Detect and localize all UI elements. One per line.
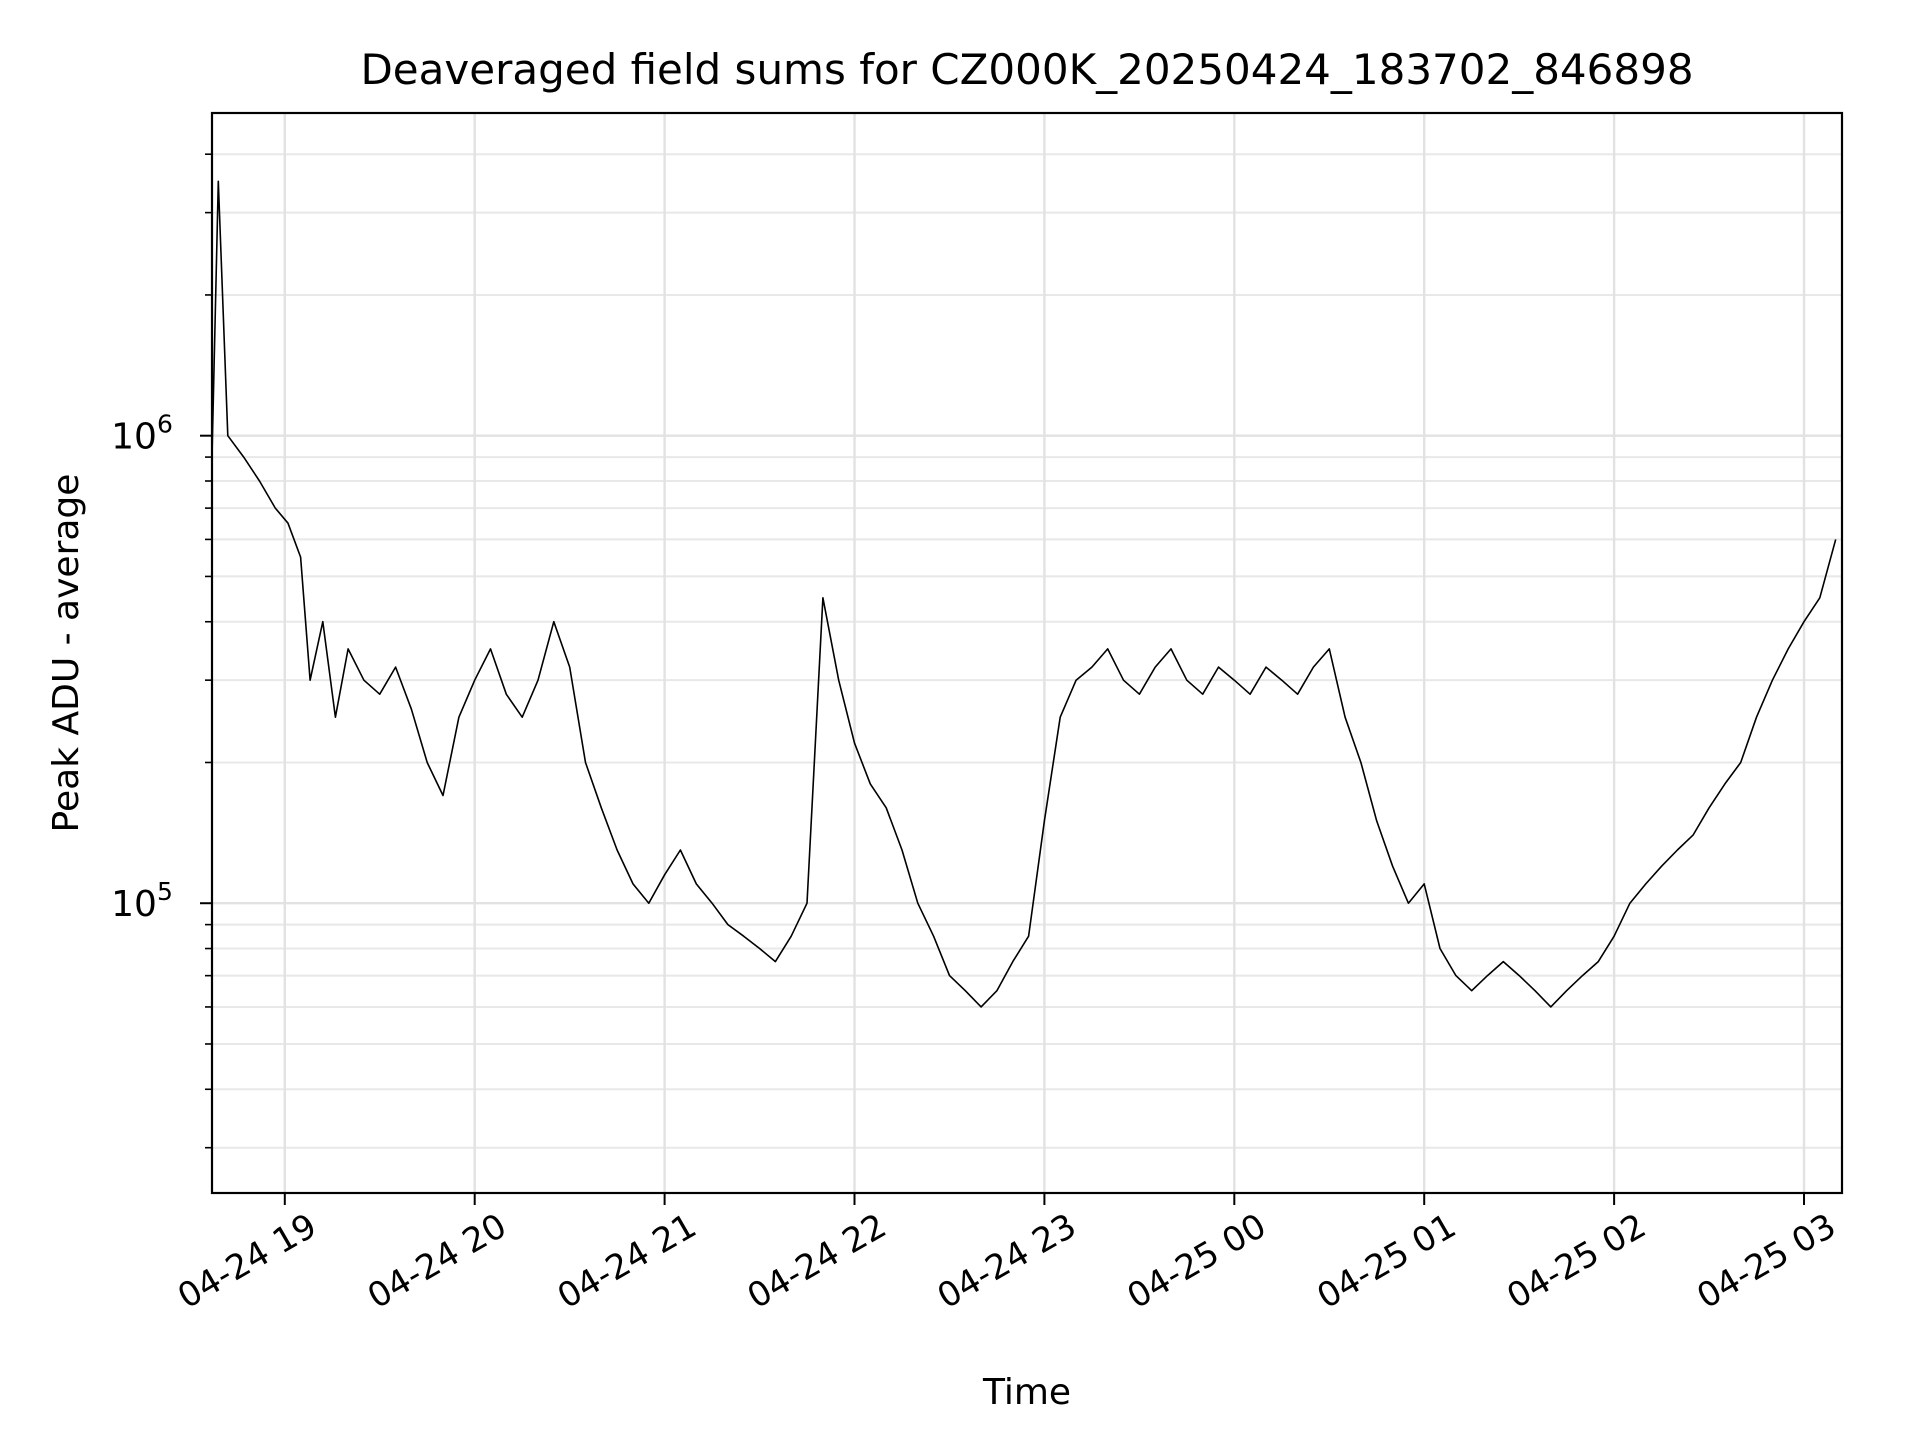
- y-axis-ticks: 105 106: [111, 153, 212, 1149]
- series-line: [211, 180, 1837, 1008]
- plot-area-frame: [210, 111, 1844, 1195]
- grid-minor: [212, 153, 1842, 1149]
- grid-major: [212, 113, 1842, 1193]
- x-axis-label: Time: [982, 1372, 1071, 1413]
- chart-title: Deaveraged field sums for CZ000K_2025042…: [360, 45, 1693, 94]
- y-tick-label: 105: [111, 877, 173, 925]
- y-tick-label: 106: [111, 410, 173, 458]
- y-axis-label: Peak ADU - average: [46, 474, 87, 833]
- series-layer: [211, 180, 1837, 1008]
